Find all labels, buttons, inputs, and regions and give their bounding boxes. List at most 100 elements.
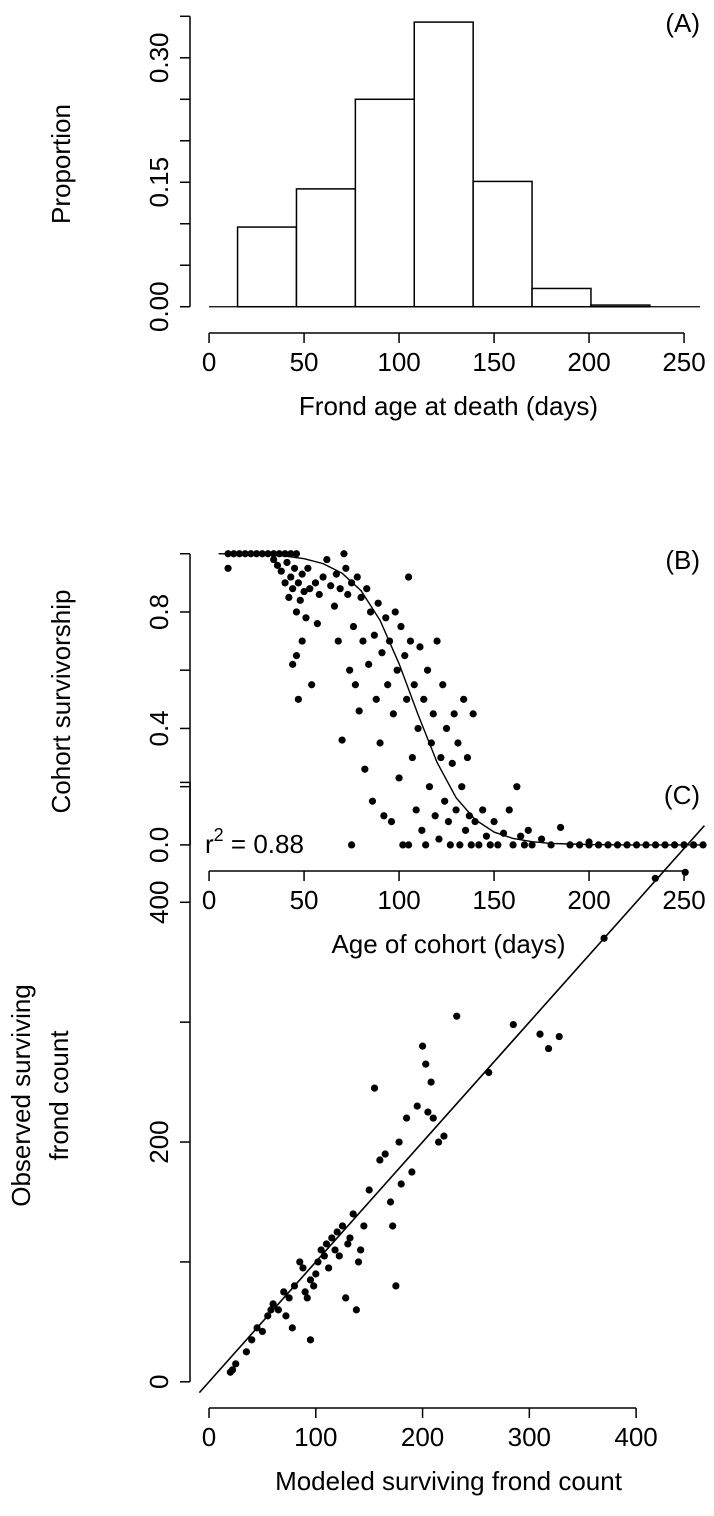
point bbox=[391, 608, 399, 616]
histogram-bar bbox=[413, 21, 474, 308]
point bbox=[344, 590, 352, 599]
y-tick-label: 200 bbox=[144, 1120, 174, 1163]
point bbox=[351, 681, 359, 689]
point bbox=[352, 1306, 360, 1314]
point bbox=[404, 573, 413, 581]
point bbox=[298, 637, 306, 645]
point bbox=[509, 841, 517, 849]
point bbox=[387, 818, 396, 826]
point bbox=[424, 1108, 432, 1116]
panel-label: (A) bbox=[665, 8, 700, 38]
point bbox=[448, 759, 456, 767]
annotation-base: r bbox=[205, 829, 214, 859]
y-tick-label: 0.00 bbox=[144, 281, 174, 332]
point bbox=[544, 1044, 553, 1053]
point bbox=[456, 841, 464, 849]
point bbox=[347, 579, 356, 587]
point bbox=[289, 585, 297, 593]
point bbox=[317, 1246, 325, 1254]
point bbox=[431, 812, 439, 820]
point bbox=[296, 1258, 304, 1266]
point bbox=[395, 1138, 403, 1146]
point bbox=[320, 1252, 328, 1260]
point bbox=[651, 841, 660, 849]
point bbox=[632, 841, 641, 849]
point bbox=[280, 1288, 288, 1296]
y-tick-label: 0 bbox=[144, 1375, 174, 1389]
point bbox=[556, 823, 565, 832]
point bbox=[323, 555, 331, 564]
point bbox=[382, 614, 390, 622]
point bbox=[325, 1264, 333, 1272]
y-axis-title: Proportion bbox=[46, 104, 76, 224]
x-tick-label: 400 bbox=[614, 1422, 657, 1452]
point bbox=[385, 637, 394, 645]
point bbox=[381, 1150, 389, 1158]
panel-label: (B) bbox=[665, 545, 700, 575]
point bbox=[248, 1336, 256, 1344]
panel: 0 50 100 150 200 250 0.0 0.4 0.8 Age of cohort (d… bbox=[46, 545, 707, 959]
point bbox=[454, 739, 462, 747]
point bbox=[393, 666, 401, 674]
point bbox=[301, 1288, 309, 1296]
point bbox=[365, 660, 373, 668]
point bbox=[306, 1276, 315, 1284]
point bbox=[333, 1228, 341, 1236]
point bbox=[370, 631, 378, 639]
point bbox=[670, 841, 679, 849]
x-tick-label: 100 bbox=[377, 885, 420, 915]
point bbox=[458, 783, 466, 791]
point bbox=[287, 573, 295, 581]
point bbox=[303, 1294, 311, 1302]
point bbox=[365, 1186, 373, 1194]
x-tick-label: 0 bbox=[202, 885, 216, 915]
point bbox=[547, 841, 555, 849]
point bbox=[264, 1312, 272, 1320]
point bbox=[397, 622, 405, 631]
point bbox=[444, 818, 453, 826]
point bbox=[461, 826, 470, 834]
point bbox=[661, 841, 669, 849]
x-tick-label: 300 bbox=[508, 1422, 551, 1452]
point bbox=[566, 841, 574, 849]
x-tick-label: 200 bbox=[567, 347, 610, 377]
point bbox=[282, 1312, 290, 1320]
y-tick-label: 0.15 bbox=[144, 157, 174, 208]
point bbox=[404, 841, 413, 849]
point bbox=[258, 550, 266, 558]
point bbox=[513, 783, 521, 791]
point bbox=[475, 841, 483, 849]
point bbox=[270, 555, 278, 564]
point bbox=[642, 841, 650, 849]
point bbox=[406, 637, 415, 645]
point bbox=[509, 1020, 517, 1029]
point bbox=[299, 1264, 307, 1272]
panel-label: (C) bbox=[664, 780, 700, 810]
point bbox=[274, 1306, 283, 1314]
point bbox=[427, 1078, 435, 1086]
point bbox=[258, 1327, 267, 1336]
point bbox=[395, 774, 403, 782]
point bbox=[524, 826, 532, 834]
point bbox=[499, 829, 508, 837]
point bbox=[392, 1282, 400, 1290]
point bbox=[613, 841, 622, 849]
point bbox=[285, 593, 293, 602]
point bbox=[264, 550, 272, 558]
point bbox=[463, 753, 472, 762]
point bbox=[357, 1246, 365, 1254]
point bbox=[353, 573, 361, 581]
histogram-bar bbox=[354, 98, 416, 308]
x-tick-label: 200 bbox=[401, 1422, 444, 1452]
point bbox=[384, 681, 392, 689]
point bbox=[376, 1156, 384, 1164]
point bbox=[460, 695, 468, 703]
y-tick-label: 0.4 bbox=[144, 710, 174, 746]
point bbox=[290, 1282, 299, 1290]
point bbox=[520, 841, 529, 849]
x-axis-title: Age of cohort (days) bbox=[331, 929, 565, 959]
point bbox=[467, 841, 475, 849]
point bbox=[361, 765, 369, 773]
point bbox=[313, 620, 321, 628]
